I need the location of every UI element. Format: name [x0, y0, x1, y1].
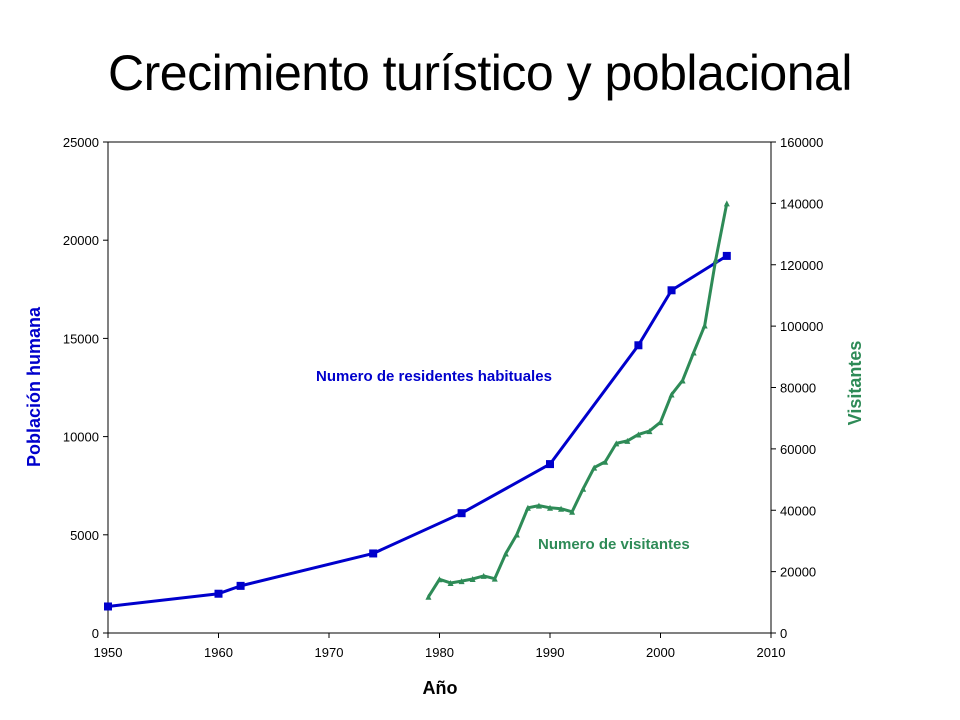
series-layer [104, 200, 731, 611]
x-tick-label: 1950 [94, 645, 123, 660]
right-y-tick-label: 0 [780, 626, 787, 641]
visitors-point [591, 464, 598, 471]
residents-point [457, 509, 466, 518]
visitors-point [679, 377, 686, 384]
left-y-tick-label: 10000 [63, 430, 99, 445]
plot-area [107, 141, 772, 634]
visitors-point [569, 508, 576, 515]
residents-point [236, 581, 245, 590]
residents-point [104, 602, 112, 611]
left-y-axis-title: Población humana [24, 306, 44, 467]
visitors-point [480, 572, 487, 579]
visitors-line [427, 203, 729, 598]
visitors-point [558, 505, 565, 512]
visitors-point [602, 458, 609, 465]
residents-point [667, 286, 676, 295]
right-y-tick-label: 60000 [780, 442, 816, 457]
visitors-point [723, 200, 730, 207]
x-tick-label: 2010 [757, 645, 786, 660]
visitors-point [436, 576, 443, 583]
visitors-point [469, 575, 476, 582]
x-tick-label: 1980 [425, 645, 454, 660]
residents-line [107, 254, 728, 608]
right-y-axis: 0 20000 40000 60000 80000 100000 120000 140000 1… [771, 135, 823, 641]
visitors-point [657, 419, 664, 426]
right-y-axis-title: Visitantes [845, 341, 865, 426]
visitors-series-annotation: Numero de visitantes [538, 536, 690, 553]
residents-point [369, 549, 378, 558]
residents-point [546, 460, 554, 469]
right-y-tick-label: 140000 [780, 196, 823, 211]
residents-series [104, 251, 731, 611]
residents-point [634, 341, 643, 350]
right-y-tick-label: 80000 [780, 381, 816, 396]
right-y-tick-label: 100000 [780, 319, 823, 334]
x-axis-title: Año [423, 678, 458, 698]
residents-series-annotation: Numero de residentes habituales [316, 368, 552, 385]
visitors-point [547, 504, 553, 511]
visitors-point [491, 575, 498, 582]
visitors-point [624, 437, 631, 444]
visitors-point [690, 349, 697, 356]
visitors-point [447, 579, 454, 586]
x-axis: 1950 1960 1970 1980 1990 2000 2010 [94, 633, 786, 660]
visitors-series [425, 200, 730, 600]
visitors-point [635, 431, 642, 438]
left-y-tick-label: 5000 [70, 528, 99, 543]
left-y-tick-label: 20000 [63, 233, 99, 248]
right-y-tick-label: 40000 [780, 503, 816, 518]
right-y-tick-label: 160000 [780, 135, 823, 150]
left-y-tick-label: 25000 [63, 135, 99, 150]
visitors-point [712, 256, 719, 263]
visitors-point [646, 428, 653, 435]
left-y-axis: 0 5000 10000 15000 20000 25000 [63, 135, 108, 641]
visitors-point [502, 550, 509, 557]
x-tick-label: 1970 [315, 645, 344, 660]
slide-title: Crecimiento turístico y poblacional [108, 45, 852, 101]
left-y-tick-label: 15000 [63, 331, 99, 346]
visitors-point [668, 391, 675, 398]
visitors-point [513, 531, 520, 538]
visitors-point [425, 593, 432, 600]
x-tick-label: 1960 [204, 645, 233, 660]
visitors-point [613, 440, 620, 447]
visitors-point [524, 504, 531, 511]
visitors-point [701, 322, 708, 329]
left-y-tick-label: 0 [92, 626, 99, 641]
right-y-tick-label: 120000 [780, 258, 823, 273]
residents-point [214, 589, 223, 598]
residents-point [722, 251, 731, 260]
visitors-point [535, 502, 542, 509]
right-y-tick-label: 20000 [780, 565, 816, 580]
visitors-point [580, 485, 587, 492]
x-tick-label: 2000 [646, 645, 675, 660]
x-tick-label: 1990 [536, 645, 565, 660]
visitors-point [458, 578, 465, 585]
